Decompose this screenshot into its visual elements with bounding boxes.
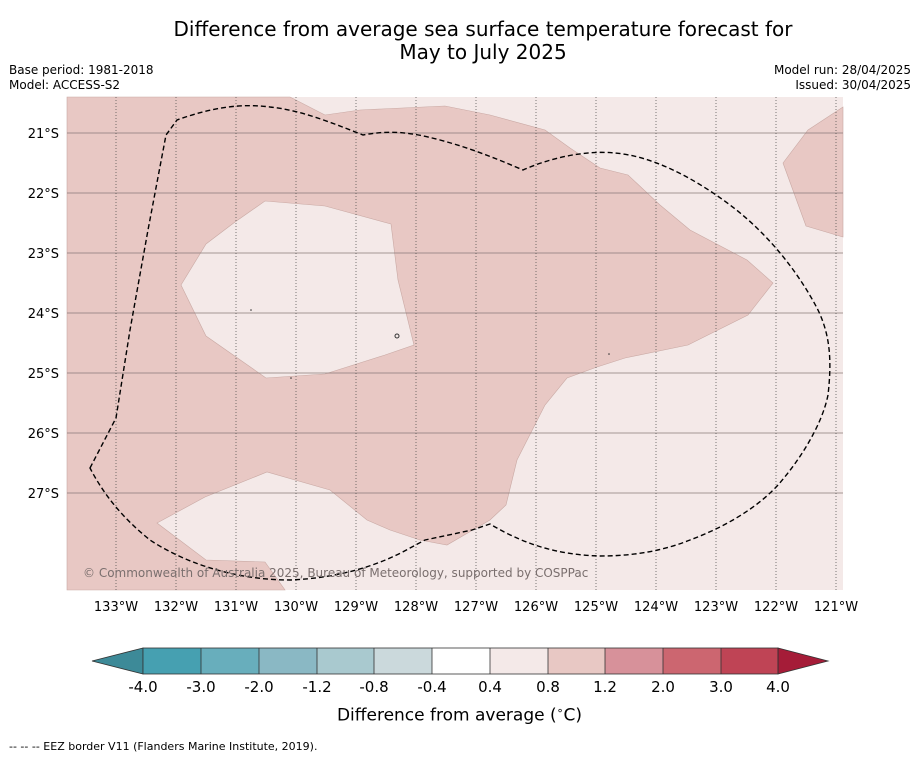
lon-label: 122°W bbox=[754, 600, 798, 615]
colorbar-ticks: -4.0 -3.0 -2.0 -1.2 -0.8 -0.4 0.4 0.8 1.… bbox=[128, 678, 790, 696]
colorbar-tick: 1.2 bbox=[593, 678, 617, 696]
colorbar-tick: -0.8 bbox=[359, 678, 388, 696]
anomaly-patch-warm-west bbox=[180, 200, 415, 379]
colorbar-extend-high bbox=[777, 647, 830, 675]
colorbar-tick: -0.4 bbox=[417, 678, 446, 696]
colorbar-tick: 3.0 bbox=[709, 678, 733, 696]
lon-label: 121°W bbox=[814, 600, 858, 615]
lat-label: 24°S bbox=[28, 307, 59, 322]
lat-label: 25°S bbox=[28, 367, 59, 382]
colorbar-tick: 0.8 bbox=[536, 678, 560, 696]
lon-label: 132°W bbox=[154, 600, 198, 615]
model-run: Model run: 28/04/2025 bbox=[773, 63, 911, 77]
colorbar-segment bbox=[259, 648, 317, 674]
lon-label: 131°W bbox=[214, 600, 258, 615]
colorbar-tick: -2.0 bbox=[244, 678, 273, 696]
colorbar-segment bbox=[317, 648, 374, 674]
meta-left: Base period: 1981-2018 Model: ACCESS-S2 bbox=[9, 63, 154, 93]
lon-label: 129°W bbox=[334, 600, 378, 615]
colorbar-segment bbox=[201, 648, 259, 674]
small-contour-dot bbox=[608, 353, 610, 355]
colorbar-tick: -4.0 bbox=[128, 678, 157, 696]
colorbar-tick: 0.4 bbox=[478, 678, 502, 696]
lat-label: 27°S bbox=[28, 487, 59, 502]
colorbar-tick: 4.0 bbox=[766, 678, 790, 696]
lon-label: 124°W bbox=[634, 600, 678, 615]
colorbar-tick: -1.2 bbox=[302, 678, 331, 696]
degree-symbol: ∘ bbox=[556, 704, 564, 717]
model-name: Model: ACCESS-S2 bbox=[9, 78, 121, 92]
copyright-notice: © Commonwealth of Australia 2025, Bureau… bbox=[83, 566, 588, 580]
lon-label: 123°W bbox=[694, 600, 738, 615]
title-line-1: Difference from average sea surface temp… bbox=[173, 17, 793, 41]
lon-labels: 133°W 132°W 131°W 130°W 129°W 128°W 127°… bbox=[94, 600, 858, 615]
title-line-2: May to July 2025 bbox=[399, 40, 567, 64]
map-title: Difference from average sea surface temp… bbox=[0, 18, 919, 64]
colorbar-segment bbox=[548, 648, 605, 674]
colorbar-extend-low bbox=[91, 647, 144, 675]
lon-label: 130°W bbox=[274, 600, 318, 615]
colorbar-outline bbox=[142, 647, 779, 675]
lon-label: 126°W bbox=[514, 600, 558, 615]
colorbar-segment bbox=[374, 648, 432, 674]
lon-label: 127°W bbox=[454, 600, 498, 615]
small-contour-spot bbox=[394, 333, 400, 339]
colorbar-tick: 2.0 bbox=[651, 678, 675, 696]
map-panel bbox=[66, 96, 844, 591]
issued-date: Issued: 30/04/2025 bbox=[795, 78, 911, 92]
colorbar-label-unit: C) bbox=[563, 705, 583, 726]
colorbar-segment bbox=[721, 648, 778, 674]
lat-label: 26°S bbox=[28, 427, 59, 442]
eez-legend-note: -- -- -- EEZ border V11 (Flanders Marine… bbox=[9, 740, 318, 753]
base-period: Base period: 1981-2018 bbox=[9, 63, 154, 77]
colorbar-segment bbox=[432, 648, 490, 674]
anomaly-patch-east bbox=[782, 106, 844, 238]
lon-label: 125°W bbox=[574, 600, 618, 615]
colorbar-segment bbox=[605, 648, 663, 674]
colorbar-label-text: Difference from average ( bbox=[336, 705, 557, 726]
lat-label: 22°S bbox=[28, 187, 59, 202]
colorbar-label: Difference from average (∘C) bbox=[0, 704, 919, 726]
lat-label: 21°S bbox=[28, 127, 59, 142]
colorbar-tick: -3.0 bbox=[186, 678, 215, 696]
lon-label: 133°W bbox=[94, 600, 138, 615]
colorbar-segment bbox=[490, 648, 548, 674]
meta-right: Model run: 28/04/2025 Issued: 30/04/2025 bbox=[774, 63, 911, 93]
colorbar bbox=[91, 647, 830, 675]
lon-label: 128°W bbox=[394, 600, 438, 615]
lat-labels: 21°S 22°S 23°S 24°S 25°S 26°S 27°S bbox=[28, 127, 59, 502]
colorbar-segment bbox=[663, 648, 721, 674]
small-contour-dot bbox=[290, 377, 292, 379]
small-contour-dot bbox=[250, 309, 252, 311]
lon-gridlines bbox=[115, 97, 837, 590]
lat-label: 23°S bbox=[28, 247, 59, 262]
colorbar-segment bbox=[143, 648, 201, 674]
